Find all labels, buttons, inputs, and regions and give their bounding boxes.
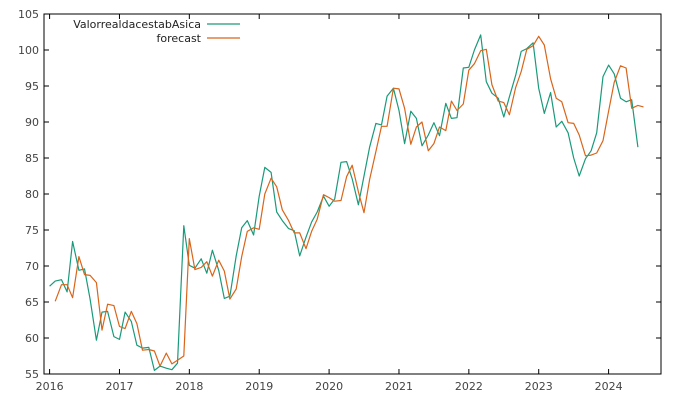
x-tick-label: 2017	[105, 380, 133, 393]
y-tick-label: 70	[25, 260, 39, 273]
x-tick-label: 2019	[245, 380, 273, 393]
y-tick-label: 90	[25, 116, 39, 129]
axes	[43, 13, 662, 375]
y-tick-label: 75	[25, 224, 39, 237]
y-tick-label: 105	[18, 8, 39, 21]
x-tick-label: 2020	[315, 380, 343, 393]
legend-label: ValorrealdacestabAsica	[73, 18, 201, 31]
series-lines	[49, 34, 644, 371]
y-tick-label: 55	[25, 368, 39, 381]
y-tick-label: 95	[25, 80, 39, 93]
y-tick-label: 100	[18, 44, 39, 57]
x-tick-label: 2016	[36, 380, 64, 393]
tick-labels: 55 60 65 70 75 80 85 90 95 100 105 2016 2017 2018 2019…	[18, 8, 623, 393]
y-tick-label: 80	[25, 188, 39, 201]
x-tick-label: 2021	[385, 380, 413, 393]
x-tick-label: 2022	[455, 380, 483, 393]
plot-frame	[43, 13, 662, 375]
series-line-actual	[49, 34, 639, 371]
legend-label: forecast	[157, 32, 202, 45]
y-tick-label: 65	[25, 296, 39, 309]
x-tick-label: 2024	[595, 380, 623, 393]
x-tick-label: 2018	[175, 380, 203, 393]
series-line-forecast	[54, 35, 644, 367]
y-tick-label: 85	[25, 152, 39, 165]
y-tick-label: 60	[25, 332, 39, 345]
x-tick-label: 2023	[525, 380, 553, 393]
